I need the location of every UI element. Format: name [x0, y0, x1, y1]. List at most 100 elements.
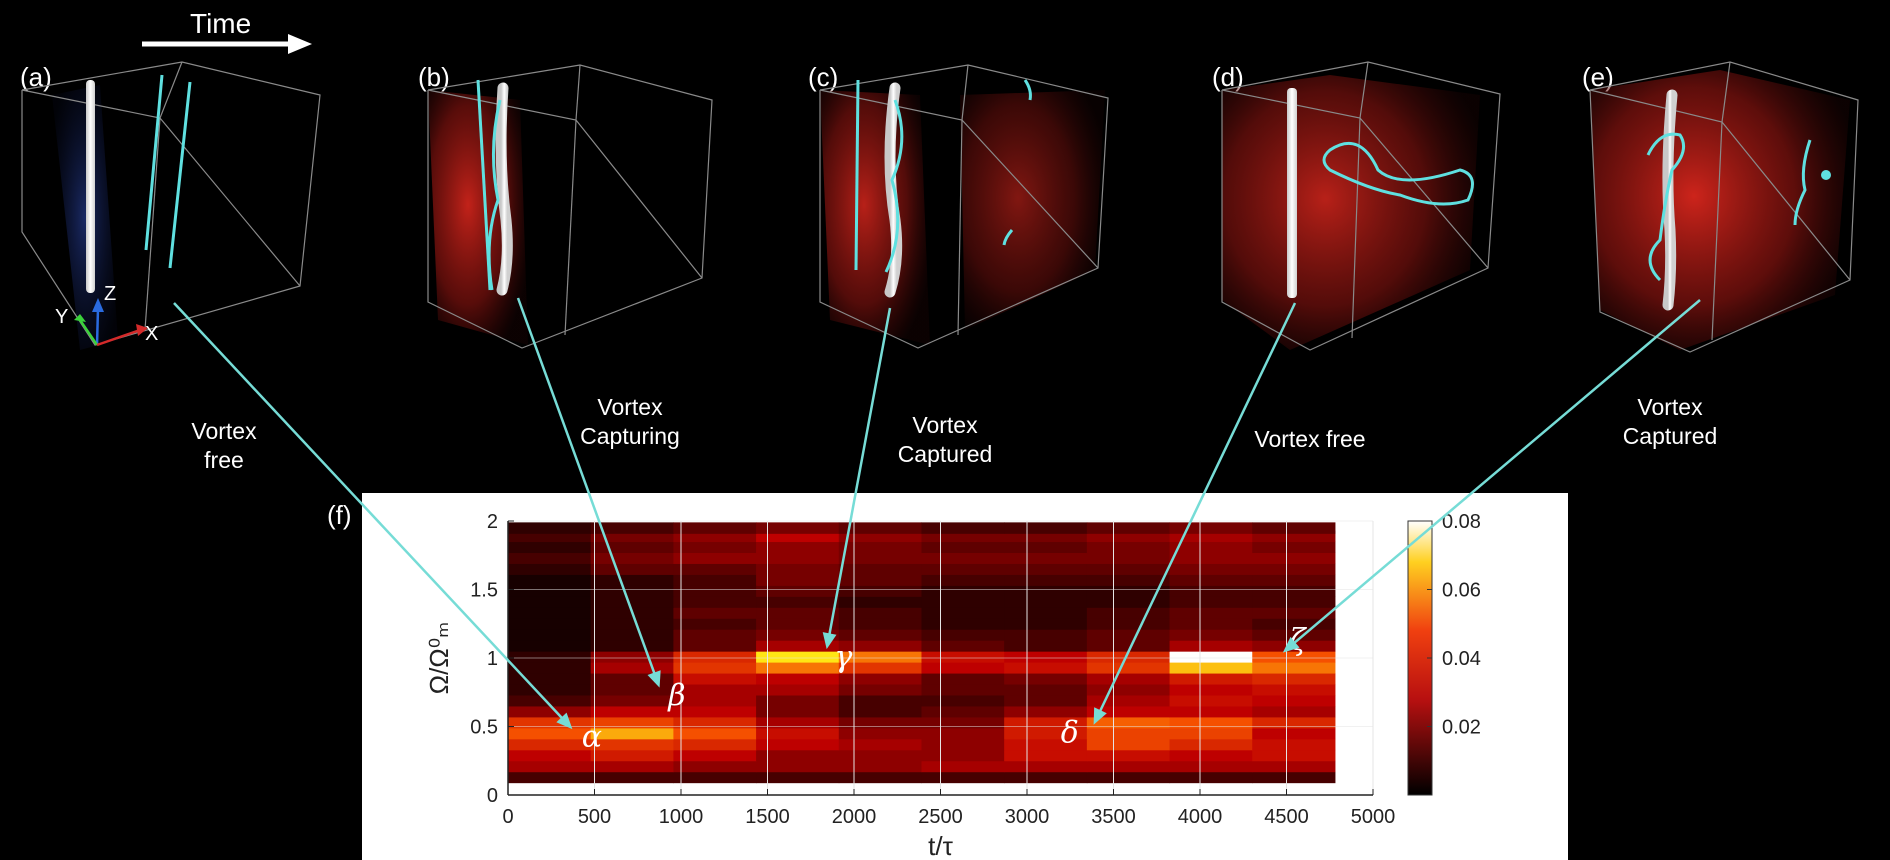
vortex-line-c1 — [854, 79, 860, 271]
heatmap-cell — [756, 585, 840, 597]
heatmap-cell — [1169, 541, 1253, 554]
connector-arrowhead — [822, 632, 837, 650]
heatmap-cell — [508, 727, 592, 740]
heatmap-cell — [673, 596, 757, 608]
heatmap-cell — [1252, 541, 1336, 554]
heatmap-cell — [673, 673, 757, 685]
heatmap-cell — [1004, 618, 1088, 630]
heatmap-cell — [1169, 640, 1253, 652]
y-tick-label: 2 — [487, 511, 498, 533]
heatmap-cell — [508, 694, 592, 707]
heatmap-cell — [1169, 651, 1253, 663]
heatmap-cell — [1086, 541, 1171, 554]
heatmap-cell — [673, 684, 757, 696]
heatmap-cell — [590, 629, 674, 641]
heatmap-cell — [1004, 585, 1088, 597]
heatmap-cell — [1086, 738, 1171, 751]
heatmap-cell — [590, 522, 674, 534]
heatmap-cell — [838, 607, 922, 619]
heatmap-cell — [508, 563, 592, 575]
density-blue-a — [52, 85, 118, 350]
vortex-line-e1 — [1646, 132, 1686, 282]
heatmap-cell — [1086, 640, 1171, 652]
heatmap-cell — [673, 640, 757, 652]
heatmap-cell — [921, 684, 1005, 696]
heatmap-cell — [1169, 705, 1253, 718]
heatmap-cell — [1086, 716, 1171, 729]
heatmap-cell — [1086, 522, 1171, 534]
heatmap-cell — [590, 651, 674, 663]
heatmap-cell — [508, 618, 592, 630]
heatmap-cell — [838, 629, 922, 641]
heatmap-cell — [1086, 552, 1171, 564]
density-red-c2 — [960, 90, 1105, 330]
connector-line — [1291, 299, 1701, 646]
heatmap-cell — [838, 530, 922, 543]
heatmap-cell — [921, 640, 1005, 652]
heatmap-cell — [673, 727, 757, 740]
heatmap-cell — [508, 541, 592, 554]
heatmap-cell — [1169, 596, 1253, 608]
heatmap-cell — [1252, 618, 1336, 630]
density-red-e — [1590, 70, 1850, 350]
x-tick-label: 1000 — [659, 806, 704, 828]
phase-label-e: Vortex Captured — [1622, 394, 1718, 449]
x-tick-label: 4500 — [1264, 806, 1309, 828]
heatmap-cell — [921, 629, 1005, 641]
heatmap-cell — [838, 705, 922, 718]
heatmap-cell — [756, 530, 840, 543]
heatmap-cell — [1004, 563, 1088, 575]
axis-x-label: X — [145, 323, 158, 345]
heatmap-cell — [673, 694, 757, 707]
heatmap-cell — [508, 574, 592, 586]
heatmap-cell — [1086, 694, 1171, 707]
vortex-line-c4 — [1002, 229, 1014, 246]
heatmap-cell — [590, 771, 674, 784]
heatmap-cell — [838, 574, 922, 586]
heatmap-cell — [590, 574, 674, 586]
heatmap-cell — [1252, 651, 1336, 663]
connector-line — [173, 302, 566, 722]
heatmap-cell — [590, 673, 674, 685]
heatmap-cell — [1004, 694, 1088, 707]
heatmap-cell — [673, 662, 757, 674]
heatmap-cell — [673, 563, 757, 575]
heatmap-cell — [838, 749, 922, 762]
heatmap-cell — [1086, 607, 1171, 619]
heatmap-cell — [590, 552, 674, 564]
x-tick-label: 2500 — [918, 806, 963, 828]
heatmap-cell — [921, 673, 1005, 685]
heatmap-cell — [1252, 738, 1336, 751]
heatmap-cell — [838, 651, 922, 663]
vortex-line-c2 — [884, 99, 904, 273]
vortex-line-c3 — [1023, 79, 1032, 101]
x-tick-label: 3500 — [1091, 806, 1136, 828]
heatmap-cell — [508, 629, 592, 641]
heatmap-cell — [508, 738, 592, 751]
heatmap-cell — [1004, 541, 1088, 554]
heatmap-cell — [756, 629, 840, 641]
heatmap-cell — [590, 662, 674, 674]
y-tick-label: 1 — [487, 648, 498, 670]
heatmap-cell — [1004, 596, 1088, 608]
heatmap-cell — [1086, 662, 1171, 674]
heatmap-cell — [756, 771, 840, 784]
annotation-delta: δ — [1061, 716, 1079, 751]
heatmap-cell — [673, 574, 757, 586]
heatmap-cell — [1169, 694, 1253, 707]
annotation-beta: β — [667, 679, 685, 714]
heatmap-cell — [1004, 651, 1088, 663]
y-axis-label: Ω/Ω⁰ₘ — [424, 622, 454, 695]
connector-arrowhead — [1093, 707, 1107, 725]
heatmap-cell — [508, 651, 592, 663]
heatmap-cell — [838, 738, 922, 751]
heatmap-cell — [1086, 574, 1171, 586]
vortex-core-d — [1287, 88, 1297, 298]
heatmap-cell — [590, 705, 674, 718]
heatmap-cell — [1086, 727, 1171, 740]
phase-label-d: Vortex free — [1254, 426, 1366, 452]
heatmap-cell — [1086, 673, 1171, 685]
heatmap-cell — [1086, 760, 1171, 773]
heatmap-cell — [921, 574, 1005, 586]
heatmap-cell — [1169, 530, 1253, 543]
